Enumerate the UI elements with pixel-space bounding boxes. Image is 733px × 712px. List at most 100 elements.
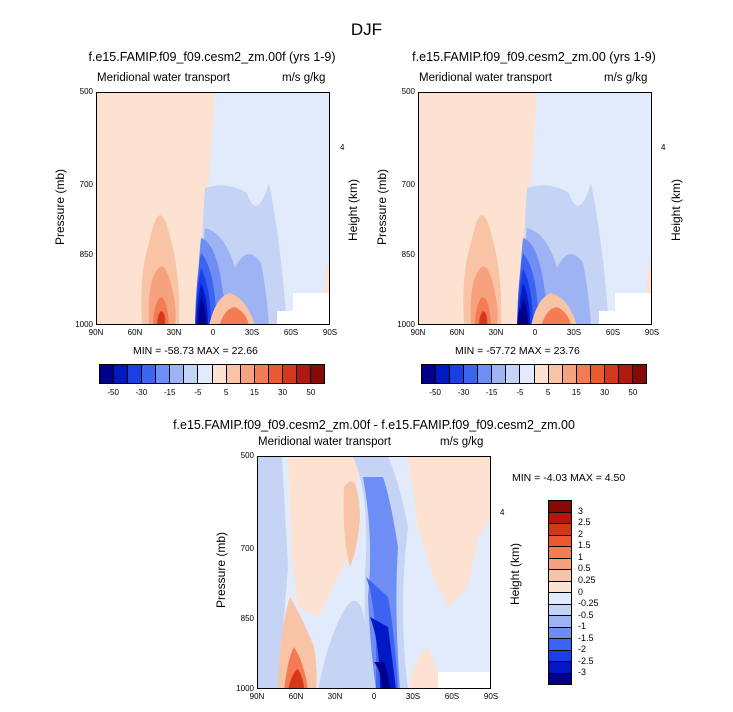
colorbar-swatch [549, 570, 571, 582]
panel-2-ytick-label: 500 [401, 87, 415, 96]
panel-1-ytick-label: 850 [79, 250, 93, 260]
positive-region [97, 93, 215, 324]
panel-2-contour-field [419, 93, 651, 324]
panel-3-colorbar-label: -3 [578, 667, 587, 678]
colorbar-swatch [549, 512, 571, 524]
colorbar-swatch [549, 627, 571, 639]
panel-1-ytick-label: 500 [79, 87, 93, 96]
colorbar-swatch [549, 650, 571, 662]
colorbar-swatch [422, 365, 437, 383]
panel-3-xtick-label: 90S [483, 692, 499, 701]
panel-3-height-label: Height (km) [508, 543, 522, 606]
colorbar-swatch [254, 365, 269, 383]
panel-3-xtick-label: 0 [371, 692, 377, 701]
negative-diff-core-3 [374, 662, 390, 688]
positive-contour-15 [153, 297, 169, 324]
positive-diff-upper [343, 481, 360, 567]
negative-contour-50 [198, 298, 206, 324]
colorbar-swatch [632, 365, 646, 383]
panel-3-contour-plot [257, 456, 491, 689]
colorbar-swatch [604, 365, 619, 383]
panel-1-xtick-label: 90S [322, 328, 338, 337]
colorbar-swatch [450, 365, 465, 383]
panel-3-ytick-label: 500 [240, 451, 254, 460]
panel-2-contour-plot [418, 92, 652, 325]
panel-1-xtick-label: 30S [244, 328, 260, 337]
panel-3-xtick-label: 30N [327, 692, 343, 701]
panel-2-height-label: Height (km) [669, 179, 683, 242]
colorbar-swatch [310, 365, 324, 383]
panel-1-xtick-label: 60N [127, 328, 143, 337]
panel-2-ytick-label: 850 [401, 250, 415, 260]
colorbar-swatch [464, 365, 479, 383]
panel-2-colorbar-label: -30 [457, 388, 470, 397]
panel-3-colorbar-label: -1.5 [578, 632, 594, 643]
colorbar-swatch [282, 365, 297, 383]
positive-contour-20 [479, 311, 488, 324]
positive-diff-nh [278, 597, 317, 688]
colorbar-swatch [549, 673, 571, 684]
colorbar-swatch [296, 365, 311, 383]
negative-contour-max [517, 308, 525, 324]
colorbar-swatch [548, 365, 563, 383]
panel-1-colorbar-label: 5 [223, 388, 229, 397]
panel-2-xtick-label: 30S [566, 328, 582, 337]
panel-1-contour-plot [96, 92, 330, 325]
panel-3-colorbar-label: 2.5 [578, 517, 591, 528]
panel-1-units-label: m/s g/kg [282, 72, 326, 84]
panel-3-colorbar-label: 1 [578, 551, 584, 562]
panel-1-height-label: Height (km) [346, 179, 360, 242]
topography-mask [438, 672, 490, 688]
panel-1-colorbar-label: -15 [163, 388, 176, 397]
colorbar-swatch [576, 365, 591, 383]
colorbar-swatch [240, 365, 255, 383]
colorbar-swatch [549, 558, 571, 570]
colorbar-swatch [100, 365, 115, 383]
colorbar-swatch [549, 581, 571, 593]
panel-2-colorbar-label: -15 [485, 388, 498, 397]
panel-2-xtick-label: 90S [644, 328, 660, 337]
panel-3-colorbar-label: 1.5 [578, 540, 591, 551]
colorbar-swatch [212, 365, 227, 383]
panel-1-colorbar [99, 364, 325, 384]
panel-1-xtick-label: 30N [166, 328, 182, 337]
panel-3-colorbar-label: -0.5 [578, 609, 594, 620]
panel-1-colorbar-label: 30 [278, 388, 288, 397]
panel-1-colorbar-label: -5 [194, 388, 202, 397]
negative-diff-midlat [318, 600, 370, 688]
negative-diff-core-2 [370, 617, 396, 688]
panel-3-colorbar-label: 0.5 [578, 563, 591, 574]
colorbar-swatch [590, 365, 605, 383]
panel-1-xtick-label: 0 [210, 328, 216, 337]
colorbar-swatch [562, 365, 577, 383]
panel-1-ytick-label: 1000 [75, 320, 93, 329]
panel-3-colorbar-label: -0.25 [578, 598, 599, 609]
colorbar-swatch [549, 547, 571, 559]
panel-3-xtick-label: 60S [444, 692, 460, 701]
panel-3-colorbar-label: 3 [578, 505, 584, 516]
colorbar-swatch [549, 524, 571, 536]
colorbar-swatch [268, 365, 283, 383]
positive-diff-sh [408, 647, 440, 688]
colorbar-swatch [492, 365, 507, 383]
panel-3-colorbar-label: -1 [578, 621, 587, 632]
colorbar-swatch [549, 593, 571, 605]
panel-2-xtick-label: 90N [410, 328, 426, 337]
colorbar-swatch [549, 616, 571, 628]
panel-3-contour-field [258, 457, 490, 688]
colorbar-swatch [534, 365, 549, 383]
panel-2-minmax: MIN = -57.72 MAX = 23.76 [455, 345, 580, 357]
panel-2-xtick-label: 60S [605, 328, 621, 337]
panel-1-contour-field [97, 93, 329, 324]
panel-1-ytick-label: 700 [79, 180, 93, 190]
positive-contour-20 [157, 311, 166, 324]
panel-3-colorbar-label: 2 [578, 528, 584, 539]
panel-2-height-tick: 4 [661, 143, 666, 152]
panel-1-colorbar-label: -30 [135, 388, 148, 397]
positive-region [419, 93, 537, 324]
topography-mask [277, 293, 329, 324]
panel-1-xtick-label: 90N [88, 328, 104, 337]
colorbar-swatch [478, 365, 493, 383]
panel-2-colorbar [421, 364, 647, 384]
positive-contour-15 [475, 297, 491, 324]
